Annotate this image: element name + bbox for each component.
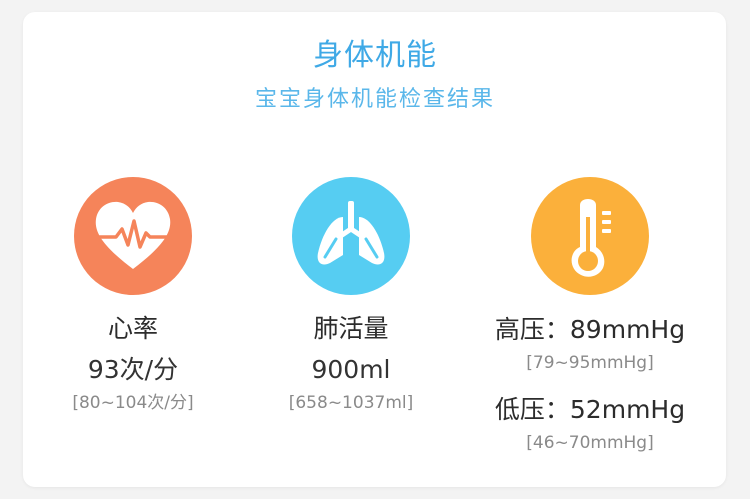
lung-capacity-label: 肺活量 xyxy=(313,314,389,343)
lung-capacity-section: 肺活量 900ml [658~1037ml] xyxy=(251,0,451,499)
lung-capacity-value: 900ml xyxy=(311,355,391,384)
blood-pressure-badge xyxy=(531,177,649,295)
systolic-pressure-value: 高压：89mmHg xyxy=(494,315,686,344)
systolic-pressure-range: [79~95mmHg] xyxy=(526,353,654,373)
heart-pulse-icon xyxy=(92,201,174,269)
page-subtitle: 宝宝身体机能检查结果 xyxy=(254,87,495,112)
lung-capacity-badge xyxy=(292,177,410,295)
diastolic-pressure-value: 低压：52mmHg xyxy=(494,395,686,424)
heart-rate-badge xyxy=(74,177,192,295)
blood-pressure-section: 高压：89mmHg [79~95mmHg] 低压：52mmHg [46~70mm… xyxy=(480,0,700,499)
diastolic-pressure-range: [46~70mmHg] xyxy=(526,433,654,453)
heart-rate-label: 心率 xyxy=(107,314,158,343)
heart-rate-section: 心率 93次/分 [80~104次/分] xyxy=(33,0,233,499)
page-title: 身体机能 xyxy=(313,38,437,73)
heart-rate-value: 93次/分 xyxy=(87,355,179,384)
thermometer-icon xyxy=(571,199,611,277)
lung-capacity-range: [658~1037ml] xyxy=(288,393,414,413)
heart-rate-range: [80~104次/分] xyxy=(72,393,194,413)
lungs-icon xyxy=(317,201,385,265)
